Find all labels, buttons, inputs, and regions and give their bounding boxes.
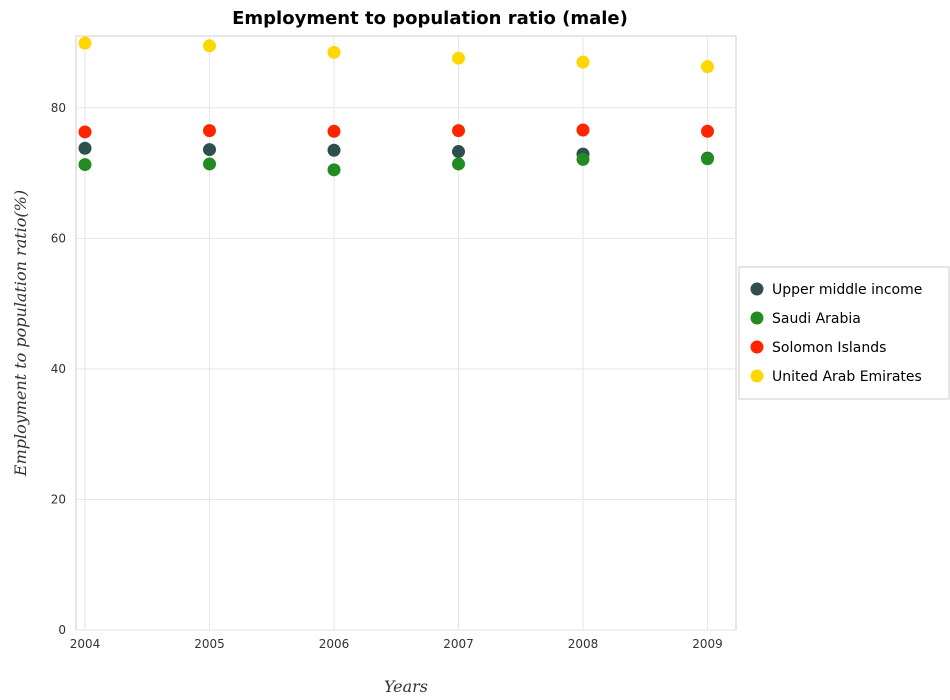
grid xyxy=(76,36,736,631)
data-point xyxy=(452,145,465,159)
chart-title: Employment to population ratio (male) xyxy=(232,8,628,29)
y-axis-label: Employment to population ratio(%) xyxy=(11,190,30,477)
y-tick-label: 60 xyxy=(51,231,66,245)
data-point xyxy=(701,60,714,74)
y-tick-label: 0 xyxy=(58,623,66,637)
data-point xyxy=(576,152,590,166)
data-point xyxy=(78,141,92,155)
series-3 xyxy=(78,36,714,74)
y-tick-label: 40 xyxy=(51,362,66,376)
series-2 xyxy=(78,123,714,139)
x-tick-label: 2006 xyxy=(319,637,350,651)
legend-label: Upper middle income xyxy=(772,282,922,298)
data-point xyxy=(327,124,341,138)
data-point xyxy=(203,39,216,53)
legend-label: Saudi Arabia xyxy=(772,311,861,327)
x-axis-label: Years xyxy=(384,677,428,696)
data-point xyxy=(327,45,341,59)
data-points xyxy=(78,36,714,177)
series-1 xyxy=(78,152,714,177)
plot-area xyxy=(75,35,737,631)
x-tick-label: 2007 xyxy=(443,637,474,651)
legend-label: United Arab Emirates xyxy=(772,369,922,385)
data-point xyxy=(203,124,216,138)
y-tick-label: 20 xyxy=(51,492,66,506)
legend-marker xyxy=(750,282,764,296)
data-point xyxy=(203,143,216,157)
data-point xyxy=(78,158,92,172)
legend-box xyxy=(738,266,950,400)
data-point xyxy=(701,152,714,166)
y-axis-ticks: 0 20 40 60 80 xyxy=(51,101,66,637)
data-point xyxy=(452,51,465,65)
data-point xyxy=(78,125,92,139)
legend-label: Solomon Islands xyxy=(772,340,886,356)
data-point xyxy=(327,143,341,157)
data-point xyxy=(452,157,465,171)
data-point xyxy=(576,123,590,137)
data-point xyxy=(576,55,590,69)
x-axis-ticks: 2004 2005 2006 2007 2008 2009 xyxy=(70,637,723,651)
data-point xyxy=(452,124,465,138)
x-tick-label: 2008 xyxy=(568,637,599,651)
x-tick-label: 2009 xyxy=(692,637,723,651)
legend-marker xyxy=(750,340,764,354)
data-point xyxy=(701,124,714,138)
x-tick-label: 2004 xyxy=(70,637,101,651)
series-0 xyxy=(78,141,714,165)
legend: Upper middle income Saudi Arabia Solomon I… xyxy=(738,266,950,400)
data-point xyxy=(327,163,341,177)
plot-border xyxy=(75,35,737,631)
legend-marker xyxy=(750,369,764,383)
data-point xyxy=(203,157,216,171)
x-tick-label: 2005 xyxy=(194,637,225,651)
y-tick-label: 80 xyxy=(51,101,66,115)
legend-marker xyxy=(750,311,764,325)
data-point xyxy=(78,36,92,50)
